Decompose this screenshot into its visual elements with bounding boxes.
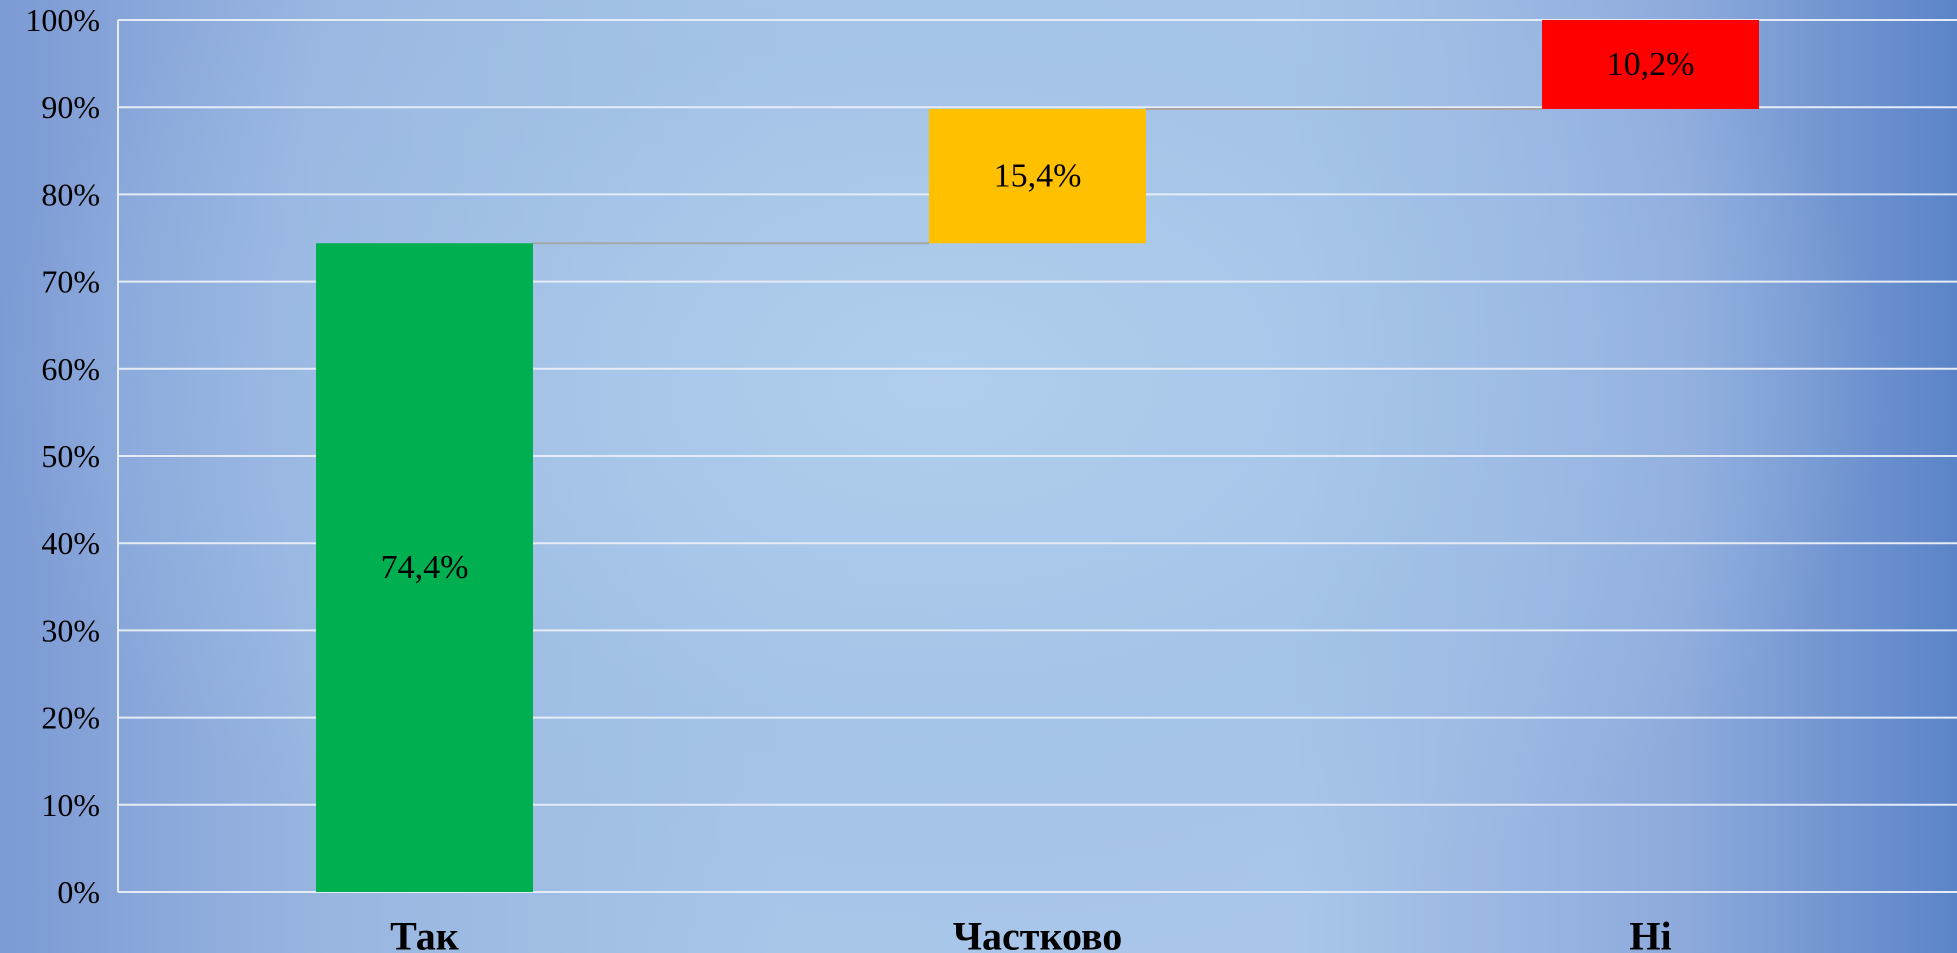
y-tick-label: 10% [41, 787, 100, 823]
bar [316, 243, 533, 892]
y-tick-label: 80% [41, 176, 100, 212]
x-category-label: Так [390, 914, 459, 953]
y-tick-label: 100% [25, 2, 100, 38]
bars [316, 20, 1759, 892]
bar [929, 108, 1146, 244]
data-label: 15,4% [994, 158, 1082, 195]
x-category-label: Ні [1629, 914, 1671, 953]
y-tick-label: 20% [41, 700, 100, 736]
y-tick-label: 40% [41, 525, 100, 561]
connectors [533, 107, 1542, 245]
data-label: 74,4% [381, 549, 469, 586]
x-axis-labels: Так Частково Ні [390, 914, 1671, 953]
y-tick-label: 60% [41, 351, 100, 387]
y-tick-label: 50% [41, 438, 100, 474]
x-category-label: Частково [953, 914, 1123, 953]
y-tick-label: 0% [57, 874, 100, 910]
y-tick-label: 30% [41, 612, 100, 648]
y-tick-label: 70% [41, 264, 100, 300]
y-axis-ticks: 0% 10% 20% 30% 40% 50% 60% 70% 80% 90% 100% [25, 2, 100, 910]
data-label: 10,2% [1607, 46, 1695, 83]
bar [1542, 20, 1759, 109]
data-labels: 74,4% 15,4% 10,2% [381, 46, 1695, 586]
y-tick-label: 90% [41, 89, 100, 125]
